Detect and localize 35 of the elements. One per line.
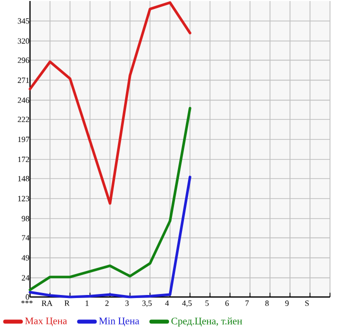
- y-tick-label: 246: [18, 98, 30, 103]
- y-tick-label: 98: [22, 216, 30, 222]
- y-tick-label: 271: [18, 78, 29, 83]
- y-tick-label: 49: [22, 255, 30, 260]
- x-tick-label: 6: [225, 300, 229, 306]
- x-tick-label: 9: [285, 300, 289, 306]
- y-tick-label: 296: [18, 58, 30, 63]
- x-tick-label: S: [305, 300, 309, 306]
- x-tick-label: 5: [205, 300, 209, 306]
- y-tick-label: 197: [18, 136, 30, 142]
- y-tick-label: 74: [22, 235, 30, 240]
- y-tick-label: 345: [18, 18, 30, 24]
- x-tick-label: 4,5: [182, 300, 192, 308]
- y-tick-label: 0: [26, 294, 30, 300]
- x-tick-label: 3,5: [142, 300, 152, 308]
- y-tick-label: 172: [18, 156, 30, 162]
- y-tick-label: 123: [18, 196, 30, 202]
- x-tick-label: 2: [105, 300, 109, 306]
- y-tick-label: 24: [22, 275, 30, 280]
- line-series: [28, 176, 192, 298]
- x-tick-label: ***: [21, 300, 33, 304]
- x-tick-label: R: [64, 300, 70, 306]
- legend-label: Сред.Цена, т.йен: [171, 317, 242, 326]
- y-tick-label: 320: [18, 38, 30, 44]
- legend-label: Max Цена: [25, 318, 67, 326]
- x-tick-label: RA: [42, 300, 53, 306]
- y-tick-label: 148: [18, 176, 30, 182]
- legend-label: Min Цена: [99, 318, 140, 326]
- y-tick-label: 222: [18, 116, 30, 122]
- x-tick-label: 8: [265, 300, 269, 306]
- x-tick-label: 4: [165, 300, 169, 306]
- x-tick-label: 3: [125, 300, 129, 306]
- x-tick-label: 7: [246, 300, 249, 306]
- x-tick-label: 1: [86, 300, 89, 306]
- line-series: [28, 106, 192, 292]
